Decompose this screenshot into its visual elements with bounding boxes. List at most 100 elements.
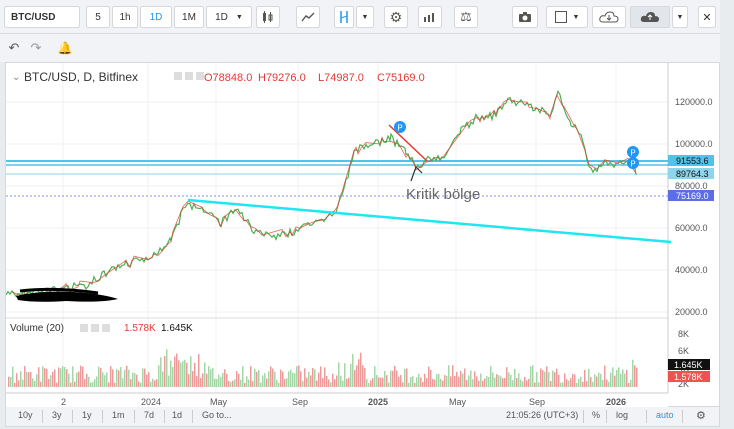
volume-bar [50, 375, 52, 387]
legend-high: H79276.0 [258, 72, 306, 84]
close-icon[interactable]: ✕ [698, 6, 716, 28]
volume-bar [208, 366, 210, 387]
volume-bar [12, 366, 14, 387]
interval-1h-button[interactable]: 1h [112, 6, 138, 28]
vol-label-2: 1.578K [674, 372, 703, 382]
volume-bar [62, 366, 64, 387]
gear-icon[interactable]: ⚙ [384, 6, 408, 28]
price-series-red [11, 93, 637, 295]
volume-bar [112, 369, 114, 387]
fullscreen-icon[interactable]: ▼ [546, 6, 588, 28]
volume-bar [570, 378, 572, 387]
volume-bar [206, 373, 208, 387]
volume-bar [376, 374, 378, 387]
volume-bar [380, 377, 382, 387]
indicator-dropdown-icon[interactable]: ▼ [356, 6, 374, 28]
legend-buttons[interactable] [174, 72, 204, 80]
volume-bar [400, 375, 402, 387]
volume-bar [542, 369, 544, 387]
volume-bar [290, 369, 292, 387]
volume-bar [314, 369, 316, 387]
volume-bar [364, 368, 366, 387]
volume-bar [284, 379, 286, 387]
volume-bar [316, 380, 318, 387]
redo-icon[interactable]: ↷ [30, 40, 42, 55]
range-7d[interactable]: 7d [144, 410, 155, 420]
percent-toggle[interactable]: % [592, 410, 601, 420]
marker-p-1[interactable] [394, 121, 406, 133]
volume-bar [450, 376, 452, 387]
volume-bar [454, 376, 456, 387]
volume-bar [142, 368, 144, 387]
gear-icon[interactable]: ⚙ [696, 410, 706, 422]
chart-area[interactable]: P P P Kritik bölge ⌄ BTC/USD, D, Bitfine… [5, 62, 720, 408]
volume-bar [20, 371, 22, 387]
marker-p-2[interactable] [627, 146, 639, 158]
volume-bar [536, 372, 538, 387]
volume-label: Volume (20) [10, 323, 64, 334]
undo-icon[interactable]: ↶ [8, 40, 20, 55]
volume-bar [270, 366, 272, 387]
interval-1d-button[interactable]: 1D [140, 6, 172, 28]
interval-5m-button[interactable]: 5 [86, 6, 110, 28]
volume-bar [436, 374, 438, 387]
range-1d[interactable]: 1d [172, 410, 183, 420]
interval-dropdown[interactable]: 1D ▼ [206, 6, 252, 28]
trendline [187, 198, 672, 244]
legend-low: L74987.0 [318, 72, 364, 84]
volume-bar [32, 378, 34, 387]
legend-open: O78848.0 [204, 72, 252, 84]
range-1y[interactable]: 1y [82, 410, 92, 420]
candles-icon[interactable] [256, 6, 280, 28]
volume-bar [382, 377, 384, 387]
volume-bar [254, 369, 256, 387]
volume-bar [16, 373, 18, 387]
volume-bar [390, 370, 392, 387]
volume-bar [426, 378, 428, 387]
volume-bar [614, 375, 616, 387]
volume-bar [312, 368, 314, 387]
top-toolbar: BTC/USD 5 1h 1D 1M 1D ▼ ▼ ⚙ ⚖ ▼ ▼ ✕ [0, 0, 720, 34]
volume-bar [166, 349, 168, 387]
volume-bar [584, 369, 586, 387]
volume-bar [262, 375, 264, 387]
alert-icon[interactable]: 🔔 [57, 41, 73, 55]
cloud-dropdown-icon[interactable]: ▼ [672, 6, 688, 28]
interval-1m-button[interactable]: 1M [174, 6, 204, 28]
cloud-load-icon[interactable] [592, 6, 626, 28]
volume-bar [348, 377, 350, 387]
log-toggle[interactable]: log [616, 410, 629, 420]
cloud-save-icon[interactable] [630, 6, 670, 28]
volume-bar [288, 371, 290, 387]
range-10y[interactable]: 10y [18, 410, 33, 420]
volume-bar [300, 371, 302, 387]
volume-bar [326, 376, 328, 387]
square-icon [554, 11, 567, 23]
volume-bar [554, 372, 556, 387]
indicators-icon[interactable] [418, 6, 442, 28]
compare-icon[interactable]: ⚖ [454, 6, 478, 28]
volume-bar [362, 365, 364, 387]
volume-bar [54, 369, 56, 387]
divider [42, 410, 43, 423]
volume-bar [44, 368, 46, 387]
volume-bar [40, 381, 42, 387]
volume-bar [194, 362, 196, 387]
goto-button[interactable]: Go to... [202, 410, 232, 420]
camera-icon[interactable] [512, 6, 538, 28]
volume-bar [174, 356, 176, 387]
range-1m[interactable]: 1m [112, 410, 125, 420]
auto-toggle[interactable]: auto [656, 410, 674, 420]
indicator-icon[interactable] [334, 6, 354, 28]
marker-p-3[interactable] [627, 157, 639, 169]
volume-bar [136, 374, 138, 387]
range-3y[interactable]: 3y [52, 410, 62, 420]
volume-bar [104, 375, 106, 387]
area-chart-icon[interactable] [296, 6, 320, 28]
volume-bar [356, 365, 358, 387]
volume-legend-buttons[interactable] [80, 324, 110, 332]
volume-bar [8, 376, 10, 387]
volume-bar [192, 371, 194, 387]
symbol-input[interactable]: BTC/USD [4, 6, 80, 28]
volume-bar [578, 378, 580, 387]
